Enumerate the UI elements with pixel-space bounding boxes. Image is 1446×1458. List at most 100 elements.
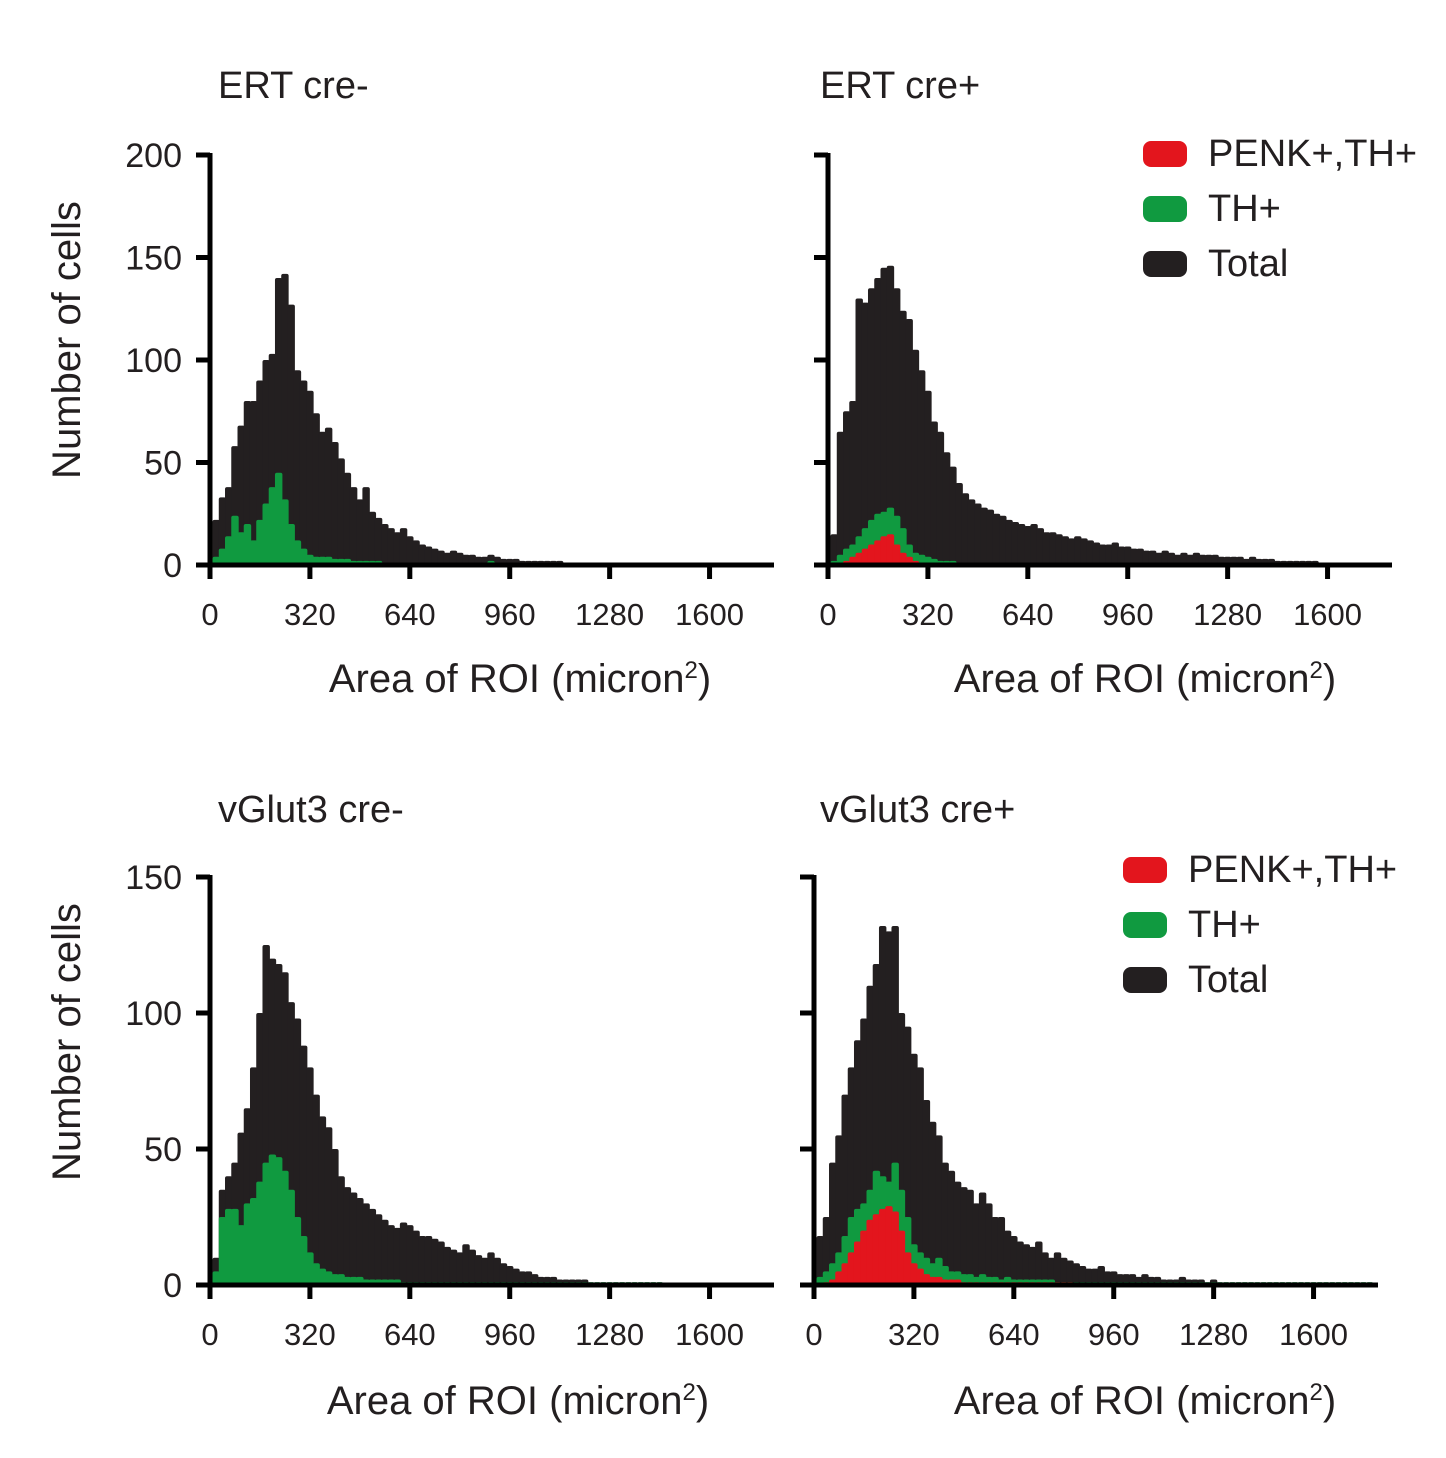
bar-th — [237, 1225, 245, 1285]
bar-total — [299, 1045, 308, 1285]
bar-total — [468, 1249, 476, 1285]
bar-total — [997, 1217, 1006, 1285]
bar-total — [1205, 554, 1213, 565]
y-tick-label: 50 — [144, 445, 182, 483]
bar-total — [1003, 1230, 1012, 1285]
legend: PENK+,TH+ TH+ Total — [1123, 849, 1397, 1001]
x-tick-label: 1600 — [675, 597, 744, 632]
bar-total — [331, 442, 339, 565]
panel-vglut3-cre-minus: vGlut3 cre- Number of cells Area of ROI … — [45, 789, 774, 1423]
bar-total — [942, 452, 951, 565]
bar-total — [861, 302, 870, 565]
bar-total — [281, 273, 289, 565]
bar-th — [293, 540, 302, 565]
bar-th — [293, 1217, 302, 1285]
bar-penk-th — [885, 1206, 893, 1285]
bar-th — [243, 524, 252, 565]
bar-total — [953, 1181, 962, 1285]
legend: PENK+,TH+ TH+ Total — [1143, 133, 1417, 285]
x-tick-label: 0 — [201, 1317, 218, 1352]
bar-total — [972, 1203, 981, 1285]
bar-th — [274, 1157, 283, 1285]
bar-th — [337, 1274, 345, 1285]
x-tick-label: 320 — [284, 1317, 336, 1352]
bar-penk-th — [886, 534, 895, 565]
bar-total — [381, 524, 389, 565]
bar-th — [231, 515, 239, 565]
series-total — [212, 273, 751, 565]
bar-total — [318, 1116, 327, 1285]
bar-total — [474, 1255, 483, 1285]
bar-total — [243, 401, 252, 565]
bar-total — [349, 1192, 358, 1285]
x-tick-label: 960 — [484, 1317, 536, 1352]
bar-total — [910, 1053, 918, 1285]
bar-total — [293, 370, 302, 565]
bar-total — [374, 517, 383, 565]
bar-total — [986, 509, 995, 565]
bar-th — [237, 532, 245, 565]
bar-th — [843, 548, 851, 565]
bar-total — [518, 1271, 526, 1285]
bar-total — [530, 1274, 539, 1285]
bar-total — [1211, 554, 1219, 565]
x-tick-label: 0 — [819, 597, 836, 632]
bar-penk-th — [899, 552, 907, 565]
bar-total — [387, 1225, 395, 1285]
bar-total — [1066, 1260, 1074, 1285]
bar-total — [318, 431, 327, 565]
y-axis-label: Number of cells — [45, 201, 89, 479]
bar-total — [1053, 1252, 1062, 1285]
legend-swatch-total — [1123, 967, 1167, 993]
legend-swatch-penk-th — [1123, 857, 1167, 883]
bar-th — [256, 1181, 264, 1285]
bar-total — [1010, 1236, 1018, 1285]
x-tick-label: 640 — [1002, 597, 1054, 632]
bar-total — [1116, 1274, 1124, 1285]
bar-total — [1072, 1263, 1080, 1285]
bar-total — [324, 427, 333, 565]
bar-total — [992, 513, 1001, 565]
bar-total — [999, 515, 1007, 565]
bar-total — [487, 1252, 495, 1285]
bar-total — [449, 1249, 458, 1285]
bar-total — [947, 1170, 956, 1285]
bar-total — [1128, 1274, 1137, 1285]
bar-total — [424, 546, 433, 565]
x-tick-label: 320 — [888, 1317, 940, 1352]
x-tick-label: 1280 — [1193, 597, 1262, 632]
bar-total — [443, 1246, 452, 1285]
bar-penk-th — [860, 1230, 868, 1285]
bar-total — [212, 519, 220, 565]
x-axis-label: Area of ROI (micron2) — [954, 657, 1336, 701]
bar-total — [1192, 552, 1201, 565]
bar-total — [1180, 552, 1188, 565]
bar-total — [1086, 540, 1094, 565]
bar-total — [967, 499, 976, 565]
bar-total — [462, 1244, 470, 1285]
bar-th — [249, 540, 258, 565]
bar-total — [512, 1268, 520, 1285]
bar-total — [337, 1176, 345, 1285]
bar-total — [1005, 519, 1013, 565]
bar-th — [262, 1162, 270, 1285]
x-axis-label: Area of ROI (micron2) — [327, 1379, 709, 1423]
bar-th — [299, 1236, 308, 1285]
bar-total — [966, 1189, 974, 1285]
bar-total — [924, 390, 932, 565]
bar-total — [1111, 542, 1119, 565]
bar-total — [1122, 1274, 1130, 1285]
bar-total — [829, 1162, 837, 1285]
bar-penk-th — [867, 544, 876, 565]
bar-total — [1117, 546, 1126, 565]
bar-total — [1074, 536, 1082, 565]
bar-total — [1011, 521, 1020, 565]
y-tick-label: 100 — [125, 342, 182, 380]
bar-total — [1085, 1268, 1093, 1285]
x-axis-label: Area of ROI (micron2) — [954, 1379, 1336, 1423]
bar-penk-th — [878, 1208, 887, 1285]
bar-total — [343, 472, 352, 565]
bar-th — [836, 554, 845, 565]
bar-penk-th — [916, 1268, 924, 1285]
panel-vglut3-cre-plus: vGlut3 cre+ Area of ROI (micron2) 0 320 64… — [800, 789, 1397, 1423]
